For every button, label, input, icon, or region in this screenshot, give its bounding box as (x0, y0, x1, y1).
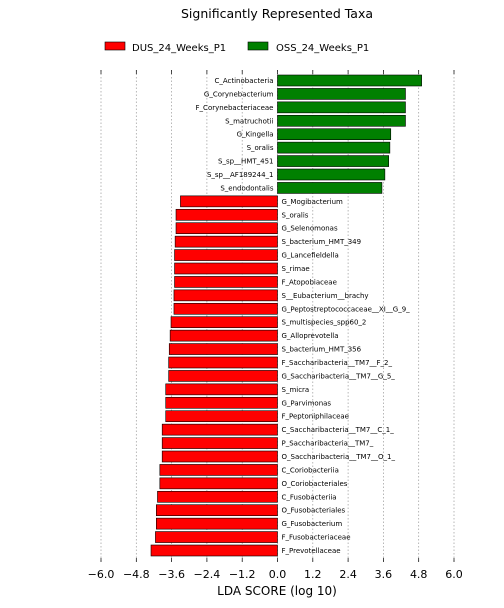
bar-label: S__Eubacterium__brachy (282, 292, 369, 300)
x-axis-ticks: −6.0 −4.8 −3.6 −2.4 −1.2 0.0 1.2 2.4 3.6 4.8 6.0 (88, 70, 463, 581)
bar (161, 423, 278, 436)
bar-label: S_matruchotii (225, 117, 273, 125)
bar (157, 490, 278, 503)
bar-label: C_Actinobacteria (214, 77, 273, 85)
x-tick-label: −6.0 (88, 568, 115, 581)
bar (165, 410, 278, 423)
bar-label: P_Saccharibacteria__TM7_ (282, 440, 374, 448)
bar-label: G_Peptostreptococcaceae__XI__G_9_ (282, 305, 411, 313)
bar-label: O_Coriobacteriales (282, 480, 348, 488)
bar (277, 114, 406, 127)
bar (277, 141, 391, 154)
x-tick-label: −3.6 (158, 568, 185, 581)
bar-label: S_rimae (282, 265, 310, 273)
chart-title: Significantly Represented Taxa (181, 6, 373, 21)
bar-label: S_sp__HMT_451 (218, 158, 273, 166)
bar (156, 504, 278, 517)
bar (150, 544, 278, 557)
bar (165, 396, 278, 409)
bar (175, 222, 278, 235)
bar-label: S_bacterium_HMT_356 (282, 346, 362, 354)
legend-swatch-dus (104, 41, 126, 51)
bar-labels: C_Actinobacteria G_Corynebacterium F_Coryn… (196, 77, 411, 555)
bar-label: G_Corynebacterium (204, 90, 274, 98)
bar-label: O_Fusobacteriales (282, 507, 346, 515)
bar (165, 383, 278, 396)
bar (159, 464, 278, 476)
bar-label: F_Fusobacteriaceae (282, 534, 351, 542)
x-tick-label: −1.2 (229, 568, 256, 581)
x-axis-label: LDA SCORE (log 10) (217, 584, 337, 598)
bar-label: S_bacterium_HMT_349 (282, 238, 362, 246)
legend-label-oss: OSS_24_Weeks_P1 (276, 43, 369, 54)
x-tick-label: 4.8 (410, 568, 428, 581)
bar (173, 302, 278, 315)
x-tick-label: 2.4 (339, 568, 357, 581)
bar-label: G_Selenomonas (282, 225, 338, 233)
bar (156, 517, 278, 530)
bar-label: S_multispecies_spp60_2 (282, 319, 367, 327)
bar-label: G_Lancefieldella (282, 252, 339, 260)
bar-label: S_sp__AF189244_1 (207, 171, 274, 179)
legend-label-dus: DUS_24_Weeks_P1 (132, 43, 226, 54)
bar-label: F_Corynebacteriaceae (196, 104, 274, 112)
x-tick-label: 0.0 (269, 568, 287, 581)
bar-label: F_Prevotellaceae (282, 547, 341, 555)
bar (277, 88, 406, 100)
bar-label: F_Saccharibacteria__TM7__F_2_ (282, 359, 393, 367)
bar (174, 276, 278, 288)
bar-label: G_Alloprevotella (282, 332, 339, 340)
bar (168, 370, 278, 382)
bar-label: C_Coriobacteriia (282, 466, 339, 474)
bar (174, 262, 278, 275)
bar (277, 182, 383, 194)
bar (159, 477, 278, 490)
legend-swatch-oss (247, 41, 269, 51)
bars (150, 74, 422, 557)
bar-label: S_oralis (282, 211, 309, 219)
x-tick-label: −4.8 (123, 568, 150, 581)
bar-label: G_Fusobacterium (282, 520, 343, 528)
x-tick-label: 6.0 (445, 568, 463, 581)
bar (174, 249, 278, 261)
bar (170, 316, 278, 329)
bar (277, 101, 406, 114)
bar (174, 235, 278, 248)
x-tick-label: 1.2 (304, 568, 322, 581)
bar (173, 289, 278, 302)
bar-label: G_Kingella (237, 131, 274, 139)
bar-label: C_Fusobacteriia (282, 493, 337, 501)
x-tick-label: −2.4 (194, 568, 221, 581)
bar-label: S_micra (282, 386, 310, 394)
bar-label: G_Parvimonas (282, 399, 332, 407)
bar-label: S_endodontalis (220, 184, 273, 192)
bar (161, 437, 278, 449)
bar (277, 128, 392, 141)
bar (175, 208, 278, 221)
legend: DUS_24_Weeks_P1 OSS_24_Weeks_P1 (104, 41, 369, 54)
bar (168, 343, 278, 355)
bar (277, 155, 389, 167)
bar-label: G_Saccharibacteria__TM7__G_5_ (282, 372, 396, 380)
bar (180, 195, 278, 208)
bar-label: F_Peptoniphilaceae (282, 413, 349, 421)
bar (161, 450, 278, 463)
bar (277, 168, 386, 181)
bar-label: O_Saccharibacteria__TM7__O_1_ (282, 453, 396, 461)
bar-label: G_Mogibacterium (282, 198, 344, 206)
bar-label: S_oralis (247, 144, 274, 152)
bar (169, 329, 278, 342)
x-tick-label: 3.6 (375, 568, 393, 581)
bar (155, 531, 278, 543)
bar (168, 356, 278, 369)
bar (277, 74, 422, 87)
bar-label: C_Saccharibacteria__TM7__C_1_ (282, 426, 395, 434)
bar-label: F_Atopobiaceae (282, 278, 337, 286)
